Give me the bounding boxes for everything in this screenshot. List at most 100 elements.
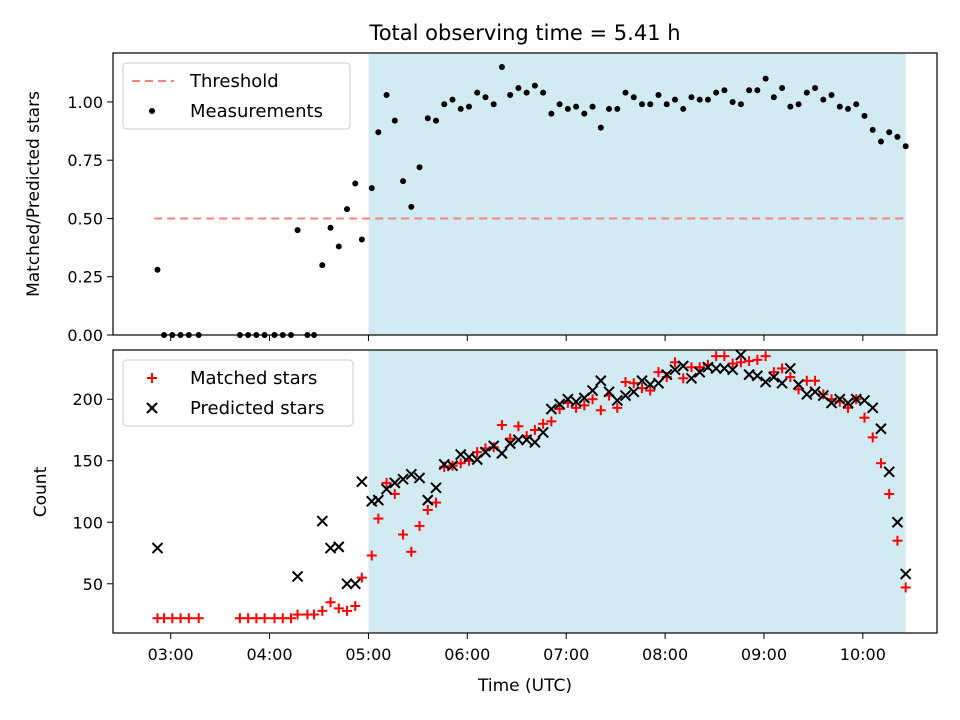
measurement-point [704, 96, 711, 103]
measurement-point [614, 105, 621, 112]
x-stroke [693, 366, 706, 378]
measurement-point [474, 89, 481, 96]
x-stroke [817, 389, 829, 402]
measurement-point [515, 84, 522, 91]
predicted-star-point [883, 466, 895, 478]
x-stroke [397, 473, 409, 485]
matched-star-point [587, 394, 598, 405]
measurement-point [368, 185, 375, 192]
matched-star-point [538, 418, 549, 429]
x-stroke [595, 375, 607, 387]
measurement-point [352, 180, 359, 187]
x-stroke [372, 494, 385, 506]
matched-star-point [768, 367, 779, 378]
measurement-point [498, 63, 505, 70]
matched-star-point [455, 458, 466, 469]
y-tick-label: 0.25 [67, 268, 103, 287]
x-stroke [834, 393, 846, 405]
x-stroke [512, 434, 525, 446]
predicted-star-point [537, 426, 549, 439]
matched-star-point [694, 362, 705, 373]
matched-star-point [843, 402, 854, 413]
y-tick-label: 0.00 [67, 326, 103, 345]
predicted-star-point [693, 366, 706, 378]
count-y-axis-label: Count [31, 466, 51, 517]
x-axis-label: Time (UTC) [477, 676, 572, 696]
predicted-star-point [801, 388, 813, 401]
matched-star-point [505, 433, 516, 444]
x-stroke [726, 363, 739, 376]
x-stroke [545, 403, 558, 415]
predicted-star-point [151, 542, 164, 554]
measurement-point [696, 96, 703, 103]
predicted-star-point [842, 397, 854, 409]
predicted-star-point [422, 494, 434, 506]
measurement-point [861, 112, 868, 119]
predicted-star-point [562, 393, 574, 405]
measurement-point [877, 138, 884, 145]
measurement-point [433, 117, 440, 124]
matched-star-point [285, 613, 296, 624]
predicted-star-point [611, 394, 623, 407]
ratio-panel-frame [112, 52, 938, 336]
predicted-star-point [380, 483, 393, 495]
predicted-star-point [413, 472, 426, 484]
measurement-point [606, 105, 613, 112]
matched-star-point [259, 613, 270, 624]
x-stroke [405, 468, 417, 480]
x-stroke [316, 515, 329, 527]
measurement-point [556, 101, 563, 108]
predicted-star-point [751, 370, 764, 382]
legend-matched-label: Matched stars [190, 368, 317, 389]
x-stroke [422, 494, 434, 506]
matched-star-point [422, 504, 433, 515]
predicted-star-point [496, 447, 508, 460]
measurement-point [531, 82, 538, 89]
legend-measurements-label: Measurements [190, 101, 323, 122]
measurement-point [344, 206, 351, 213]
x-stroke [446, 459, 459, 472]
measurement-point [787, 103, 794, 110]
predicted-star-point [661, 368, 673, 381]
count-panel: 50 100 150 200 Count Matched stars Predicte… [31, 349, 938, 696]
measurement-point [465, 103, 472, 110]
legend-x-marker [146, 402, 158, 414]
x-stroke [562, 393, 574, 405]
measurement-point [680, 105, 687, 112]
matched-star-point [342, 605, 353, 616]
x-stroke [891, 516, 904, 528]
measurement-point [335, 243, 342, 250]
x-stroke [151, 542, 164, 554]
matched-star-point [892, 535, 903, 546]
matched-star-point [381, 477, 392, 488]
measurement-point [779, 84, 786, 91]
measurement-point [795, 101, 802, 108]
predicted-star-point [768, 371, 780, 383]
predicted-star-point [669, 363, 681, 376]
predicted-star-point [825, 397, 838, 409]
x-stroke [883, 466, 895, 478]
matched-star-point [373, 513, 384, 524]
y-tick-label: 1.00 [67, 93, 103, 112]
predicted-star-point [875, 423, 887, 435]
measurement-point [573, 103, 580, 110]
y-tick-label: 150 [72, 452, 103, 471]
x-stroke [413, 472, 426, 484]
predicted-star-point [636, 375, 648, 387]
x-tick-label: 08:00 [642, 645, 688, 664]
predicted-star-point [685, 372, 698, 385]
measurement-point [589, 103, 596, 110]
measurement-point [597, 124, 604, 131]
measurement-point [729, 98, 736, 105]
measurement-point [737, 101, 744, 108]
predicted-star-point [397, 473, 409, 485]
matched-star-point [406, 546, 417, 557]
predicted-star-point [619, 389, 632, 402]
matched-star-point [735, 357, 746, 368]
predicted-star-point [504, 437, 516, 450]
measurement-point [894, 133, 901, 140]
legend-predicted-swatch [146, 402, 158, 414]
measurement-point [812, 84, 819, 91]
x-tick-label: 04:00 [247, 645, 293, 664]
matched-star-point [571, 402, 582, 413]
